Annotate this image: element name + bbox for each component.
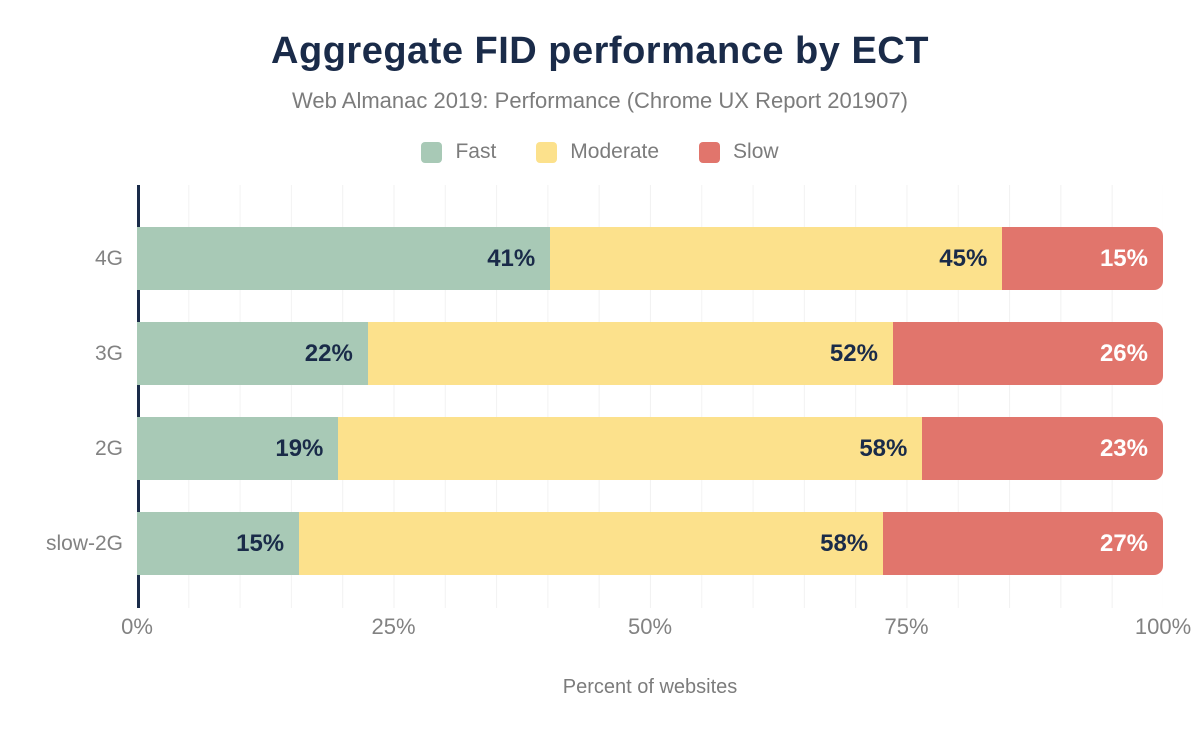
legend-item-slow: Slow — [699, 140, 779, 164]
y-axis-labels: 4G 3G 2G slow-2G — [0, 185, 137, 608]
legend-swatch-fast — [421, 141, 443, 163]
chart-subtitle: Web Almanac 2019: Performance (Chrome UX… — [292, 88, 908, 113]
y-axis-label: 3G — [94, 341, 123, 365]
bar-value-label: 58% — [820, 529, 869, 557]
x-axis: 0% 25% 50% 75% 100% — [121, 614, 1191, 642]
x-axis-tick: 100% — [1134, 614, 1192, 639]
bar-row-3G: 22% 52% 26% — [137, 322, 1163, 385]
bar-segment-moderate: 58% — [338, 417, 923, 480]
legend: Fast Moderate Slow — [0, 140, 1200, 164]
x-axis-title: Percent of websites — [562, 676, 738, 698]
y-axis-label: 2G — [94, 436, 123, 460]
bar-value-label: 15% — [236, 529, 285, 557]
bar-value-label: 45% — [939, 244, 988, 272]
legend-swatch-moderate — [536, 141, 558, 163]
x-axis-tick: 50% — [627, 614, 673, 639]
bar-segment-slow: 23% — [922, 417, 1163, 480]
legend-label: Moderate — [570, 140, 660, 163]
bar-row-2G: 19% 58% 23% — [137, 417, 1163, 480]
bar-segment-moderate: 45% — [550, 227, 1003, 290]
legend-label: Slow — [733, 140, 779, 163]
bar-value-label: 27% — [1099, 529, 1149, 557]
bar-segment-fast: 41% — [137, 227, 551, 290]
x-axis-tick: 75% — [884, 614, 929, 639]
bar-value-label: 41% — [487, 244, 536, 272]
bar-segment-fast: 22% — [137, 322, 368, 385]
y-axis-line — [137, 185, 140, 608]
y-axis-label: slow-2G — [45, 531, 123, 555]
x-axis-tick: 25% — [371, 614, 416, 639]
chart-title: Aggregate FID performance by ECT — [271, 30, 929, 72]
bar-value-label: 26% — [1099, 339, 1148, 367]
plot-area: 41% 45% 15% 22% 52% 26% 19% 58% 23% 15% 58% 27% — [137, 185, 1164, 608]
bar-row-slow-2G: 15% 58% 27% — [137, 512, 1164, 575]
bar-value-label: 22% — [304, 339, 353, 367]
x-axis-tick: 0% — [121, 614, 153, 639]
bar-value-label: 15% — [1099, 244, 1148, 272]
legend-item-fast: Fast — [421, 140, 496, 164]
bar-segment-moderate: 52% — [367, 322, 893, 385]
bar-segment-slow: 26% — [892, 322, 1163, 385]
legend-item-moderate: Moderate — [536, 140, 659, 164]
bar-segment-slow: 15% — [1002, 227, 1163, 290]
bar-segment-fast: 15% — [137, 512, 300, 575]
bar-segment-fast: 19% — [137, 417, 339, 480]
legend-label: Fast — [455, 140, 497, 163]
plot-area-wrapper: 4G 3G 2G slow-2G 41% 45% 15% 22% 52% 26% 19% 58% 23… — [0, 185, 1200, 608]
bar-segment-moderate: 58% — [299, 512, 884, 575]
bar-value-label: 19% — [275, 434, 324, 462]
bar-segment-slow: 27% — [883, 512, 1164, 575]
bar-value-label: 58% — [859, 434, 908, 462]
legend-swatch-slow — [699, 141, 721, 163]
y-axis-label: 4G — [94, 246, 123, 270]
bar-value-label: 52% — [829, 339, 878, 367]
bar-value-label: 23% — [1099, 434, 1148, 462]
bar-row-4G: 41% 45% 15% — [137, 227, 1163, 290]
